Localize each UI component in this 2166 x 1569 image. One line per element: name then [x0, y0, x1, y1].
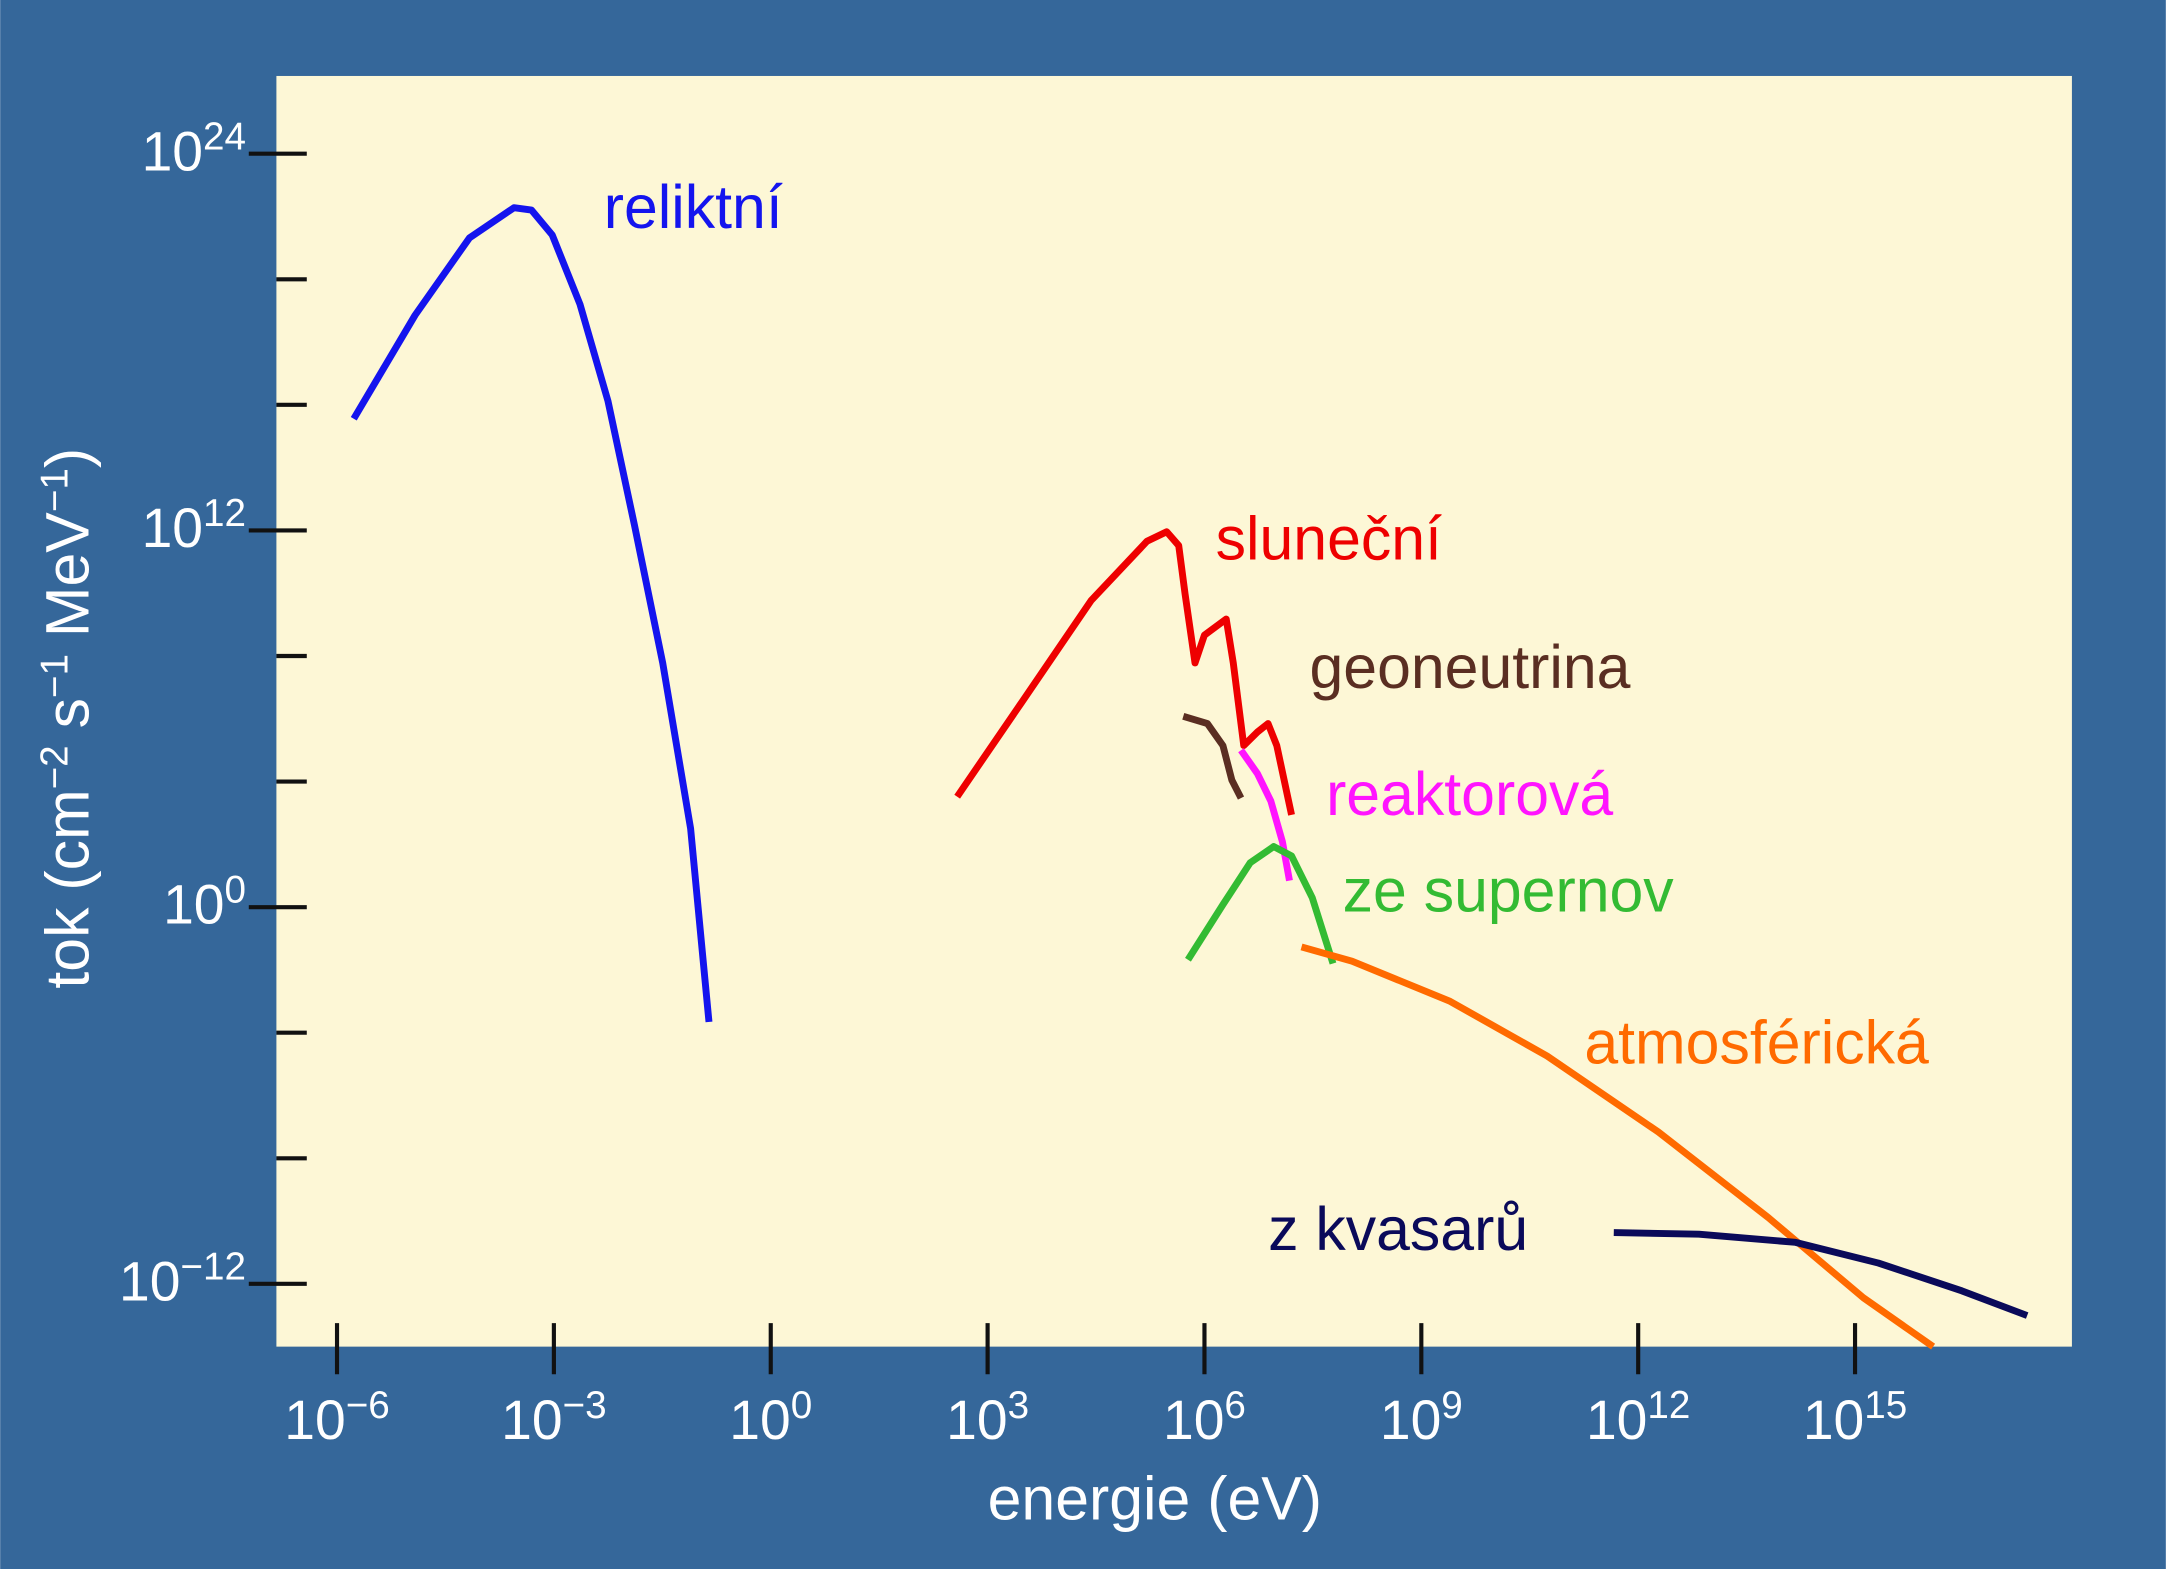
- tick-base: 10: [1163, 1389, 1224, 1451]
- series-label: reaktorová: [1326, 760, 1613, 828]
- tick-exponent: 3: [1008, 1384, 1030, 1427]
- tick-label: 103: [946, 1384, 1029, 1452]
- y-axis-title: tok (cm−2 s−1 MeV−1): [33, 448, 102, 989]
- series-label: ze supernov: [1343, 857, 1675, 925]
- x-axis-title: energie (eV): [988, 1464, 1322, 1532]
- tick-label: 100: [729, 1384, 812, 1452]
- tick-base: 10: [729, 1389, 790, 1451]
- plot-area: [276, 75, 2072, 1347]
- tick-exponent: 12: [1647, 1384, 1690, 1427]
- tick-exponent: −12: [180, 1245, 246, 1288]
- tick-base: 10: [163, 874, 224, 936]
- tick-base: 10: [142, 497, 203, 559]
- tick-label: 106: [1163, 1384, 1246, 1452]
- y-title-text: tok (cm: [34, 789, 102, 988]
- tick-base: 10: [1586, 1389, 1647, 1451]
- series-label: reliktní: [604, 173, 783, 241]
- y-title-superscript: −2: [33, 745, 76, 789]
- series-line: [1182, 712, 1245, 800]
- tick-label: 10−12: [119, 1245, 246, 1313]
- tick-base: 10: [284, 1389, 345, 1451]
- series-line: [954, 528, 1295, 816]
- tick-label: 100: [163, 868, 246, 936]
- tick-exponent: −3: [563, 1384, 607, 1427]
- tick-label: 109: [1380, 1384, 1463, 1452]
- tick-label: 1015: [1803, 1384, 1907, 1452]
- series-line: [350, 204, 713, 1023]
- series-line: [1300, 943, 1936, 1350]
- tick-label: 1012: [1586, 1384, 1690, 1452]
- series-label: z kvasarů: [1268, 1195, 1528, 1263]
- tick-base: 10: [1380, 1389, 1441, 1451]
- tick-exponent: 0: [225, 868, 247, 911]
- tick-label: 10−6: [284, 1384, 390, 1452]
- series-label: geoneutrina: [1310, 633, 1631, 701]
- tick-exponent: 12: [203, 492, 246, 535]
- tick-exponent: 9: [1441, 1384, 1463, 1427]
- tick-base: 10: [119, 1250, 180, 1312]
- series-line: [1613, 1229, 2029, 1319]
- tick-base: 10: [946, 1389, 1007, 1451]
- tick-exponent: 6: [1224, 1384, 1246, 1427]
- tick-exponent: −6: [346, 1384, 390, 1427]
- tick-exponent: 24: [203, 115, 246, 158]
- tick-base: 10: [142, 120, 203, 182]
- y-title-superscript: −1: [33, 654, 76, 698]
- y-title-text: ): [34, 448, 102, 468]
- y-title-text: s: [34, 698, 102, 745]
- tick-base: 10: [1803, 1389, 1864, 1451]
- tick-label: 1012: [142, 492, 246, 559]
- series-label: sluneční: [1216, 504, 1442, 572]
- tick-exponent: 0: [791, 1384, 812, 1427]
- series-label: atmosférická: [1584, 1008, 1929, 1076]
- tick-label: 1024: [142, 115, 246, 182]
- tick-base: 10: [501, 1389, 562, 1451]
- series-line: [1185, 843, 1337, 965]
- y-title-superscript: −1: [33, 468, 76, 512]
- tick-label: 10−3: [501, 1384, 607, 1452]
- y-title-text: MeV: [34, 512, 102, 654]
- tick-exponent: 15: [1864, 1384, 1907, 1427]
